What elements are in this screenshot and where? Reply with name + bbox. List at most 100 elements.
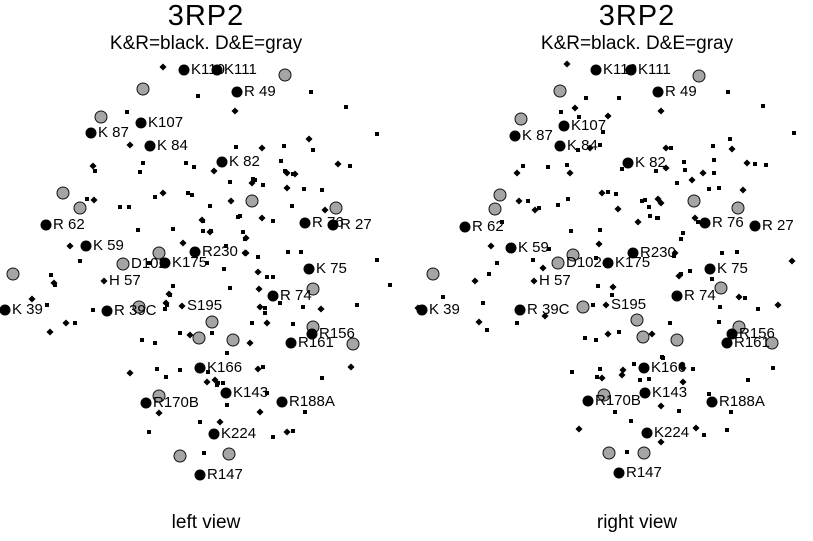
small-dot-marker: [62, 319, 70, 327]
catalytic-residue-marker: [178, 302, 186, 310]
residue-label: R 27: [762, 217, 794, 235]
small-dot-marker: [655, 216, 659, 220]
small-dot-marker: [46, 328, 54, 336]
basic-residue-marker: [671, 290, 683, 302]
residue-label: H 57: [109, 272, 141, 290]
small-dot-marker: [515, 197, 523, 205]
small-dot-marker: [718, 305, 722, 309]
small-dot-marker: [677, 409, 681, 413]
small-dot-marker: [598, 228, 602, 232]
small-dot-marker: [683, 168, 687, 172]
residue-label: R 62: [472, 218, 504, 236]
small-dot-marker: [254, 268, 262, 276]
small-dot-marker: [66, 242, 74, 250]
small-dot-marker: [594, 256, 598, 260]
basic-residue-marker: [639, 387, 651, 399]
small-dot-marker: [278, 301, 282, 305]
right-panel-title: 3RP2: [598, 0, 676, 32]
small-dot-marker: [526, 199, 530, 203]
small-dot-marker: [53, 283, 57, 287]
small-dot-marker: [688, 176, 696, 184]
small-dot-marker: [556, 203, 560, 207]
residue-label: R 74: [280, 287, 312, 305]
small-dot-marker: [263, 306, 267, 310]
small-dot-marker: [256, 408, 264, 416]
small-dot-marker: [712, 171, 716, 175]
small-dot-marker: [140, 338, 144, 342]
small-dot-marker: [263, 311, 267, 315]
residue-label: K 39: [429, 301, 460, 319]
residue-label: R188A: [289, 393, 335, 411]
small-dot-marker: [717, 320, 721, 324]
small-dot-marker: [125, 110, 129, 114]
small-dot-marker: [138, 170, 142, 174]
basic-residue-marker: [285, 337, 297, 349]
small-dot-marker: [155, 367, 159, 371]
basic-residue-marker: [327, 219, 339, 231]
residue-label: R 76: [712, 214, 744, 232]
small-dot-marker: [271, 219, 275, 223]
small-dot-marker: [190, 193, 194, 197]
residue-label: K166: [651, 359, 687, 377]
small-dot-marker: [521, 164, 525, 168]
basic-residue-marker: [514, 304, 526, 316]
basic-residue-marker: [706, 396, 718, 408]
small-dot-marker: [571, 104, 579, 112]
residue-label: K166: [207, 359, 243, 377]
small-dot-marker: [531, 258, 535, 262]
small-dot-marker: [487, 272, 491, 276]
small-dot-marker: [669, 146, 673, 150]
basic-residue-marker: [613, 467, 625, 479]
small-dot-marker: [682, 160, 686, 164]
small-dot-marker: [283, 184, 291, 192]
basic-residue-marker: [627, 247, 639, 259]
small-dot-marker: [614, 205, 622, 213]
small-dot-marker: [320, 376, 324, 380]
small-dot-marker: [725, 428, 729, 432]
small-dot-marker: [256, 255, 260, 259]
basic-residue-marker: [590, 64, 602, 76]
small-dot-marker: [471, 277, 479, 285]
small-dot-marker: [231, 107, 239, 115]
small-dot-marker: [583, 336, 587, 340]
small-dot-marker: [481, 301, 485, 305]
small-dot-marker: [203, 378, 211, 386]
small-dot-marker: [251, 177, 255, 181]
small-dot-marker: [258, 144, 266, 152]
basic-residue-marker: [622, 157, 634, 169]
small-dot-marker: [640, 199, 644, 203]
residue-label: K111: [638, 61, 671, 79]
acidic-residue-marker: [670, 333, 684, 347]
small-dot-marker: [178, 331, 182, 335]
small-dot-marker: [299, 250, 303, 254]
acidic-residue-marker: [346, 337, 360, 351]
left-view-caption: left view: [171, 512, 241, 533]
small-dot-marker: [679, 237, 683, 241]
small-dot-marker: [309, 90, 313, 94]
small-dot-marker: [654, 169, 658, 173]
small-dot-marker: [321, 206, 329, 214]
small-dot-marker: [375, 132, 379, 136]
basic-residue-marker: [211, 64, 223, 76]
small-dot-marker: [355, 303, 359, 307]
small-dot-marker: [596, 284, 600, 288]
small-dot-marker: [255, 285, 263, 293]
small-dot-marker: [215, 383, 219, 387]
small-dot-marker: [258, 214, 266, 222]
small-dot-marker: [707, 392, 711, 396]
small-dot-marker: [301, 305, 305, 309]
basic-residue-marker: [0, 304, 11, 316]
basic-residue-marker: [726, 328, 738, 340]
acidic-residue-marker: [765, 336, 779, 350]
small-dot-marker: [648, 330, 656, 338]
basic-residue-marker: [40, 219, 52, 231]
residue-label: K 87: [522, 127, 553, 145]
basic-residue-marker: [704, 263, 716, 275]
small-dot-marker: [388, 283, 392, 287]
residue-label: R147: [207, 466, 243, 484]
small-dot-marker: [291, 322, 295, 326]
small-dot-marker: [147, 261, 151, 265]
small-dot-marker: [692, 424, 700, 432]
small-dot-marker: [515, 321, 519, 325]
small-dot-marker: [153, 195, 157, 199]
